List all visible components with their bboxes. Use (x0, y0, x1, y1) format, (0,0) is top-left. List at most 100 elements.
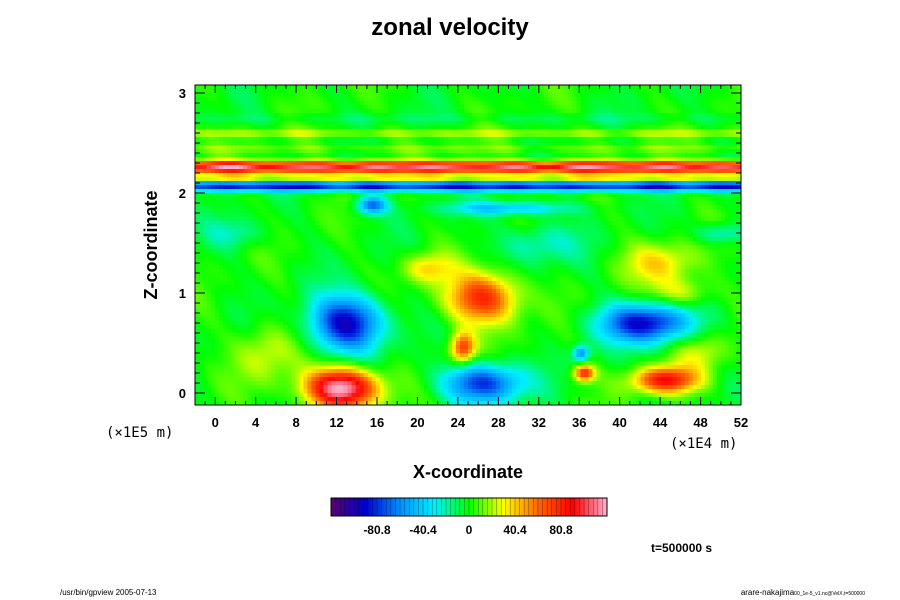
heatmap-cell (668, 201, 674, 206)
heatmap-cell (652, 225, 658, 230)
heatmap-cell (700, 125, 706, 130)
heatmap-cell (660, 93, 666, 98)
heatmap-cell (568, 189, 573, 194)
heatmap-cell (251, 189, 256, 194)
heatmap-cell (287, 153, 292, 158)
heatmap-cell (399, 173, 405, 178)
heatmap-cell (652, 109, 658, 114)
heatmap-cell (704, 177, 710, 182)
heatmap-cell (447, 105, 453, 110)
heatmap-cell (279, 141, 284, 146)
heatmap-cell (363, 125, 369, 130)
heatmap-cell (572, 165, 577, 170)
heatmap-cell (736, 149, 741, 154)
heatmap-cell (223, 137, 228, 142)
heatmap-cell (299, 189, 304, 194)
heatmap-cell (660, 85, 666, 90)
heatmap-cell (672, 89, 678, 94)
heatmap-cell (307, 121, 313, 126)
heatmap-cell (323, 133, 329, 138)
heatmap-cell (616, 109, 622, 114)
heatmap-cell (468, 201, 473, 206)
heatmap-cell (492, 221, 497, 226)
heatmap-cell (439, 145, 445, 150)
heatmap-cell (411, 149, 417, 154)
heatmap-cell (608, 85, 614, 90)
heatmap-cell (668, 205, 674, 210)
heatmap-cell (632, 145, 638, 150)
heatmap-cell (327, 113, 333, 118)
heatmap-cell (588, 97, 594, 102)
heatmap-cell (239, 89, 244, 94)
heatmap-cell (443, 169, 449, 174)
heatmap-cell (656, 125, 662, 130)
heatmap-cell (708, 133, 714, 138)
heatmap-cell (720, 205, 726, 210)
heatmap-cell (411, 153, 417, 158)
heatmap-cell (732, 177, 738, 182)
heatmap-cell (548, 109, 553, 114)
heatmap-cell (720, 137, 726, 142)
heatmap-cell (584, 101, 590, 106)
heatmap-cell (716, 213, 722, 218)
heatmap-cell (247, 125, 252, 130)
heatmap-cell (676, 105, 682, 110)
heatmap-cell (560, 145, 565, 150)
heatmap-cell (391, 141, 397, 146)
heatmap-cell (728, 117, 734, 122)
heatmap-cell (500, 201, 505, 206)
heatmap-cell (263, 165, 268, 170)
heatmap-cell (295, 121, 300, 126)
heatmap-cell (215, 177, 220, 182)
heatmap-cell (468, 93, 473, 98)
heatmap-cell (375, 101, 381, 106)
heatmap-cell (211, 117, 216, 122)
heatmap-cell (375, 153, 381, 158)
heatmap-cell (231, 213, 236, 218)
heatmap-cell (660, 109, 666, 114)
heatmap-cell (684, 193, 690, 198)
heatmap-cell (604, 93, 610, 98)
heatmap-cell (724, 169, 730, 174)
heatmap-cell (383, 93, 389, 98)
heatmap-cell (323, 229, 329, 234)
heatmap-cell (668, 173, 674, 178)
heatmap-cell (251, 229, 256, 234)
heatmap-cell (443, 117, 449, 122)
heatmap-cell (580, 141, 586, 146)
heatmap-cell (544, 189, 549, 194)
heatmap-cell (636, 85, 642, 90)
heatmap-cell (231, 93, 236, 98)
heatmap-cell (660, 225, 666, 230)
heatmap-cell (496, 225, 501, 230)
heatmap-cell (656, 157, 662, 162)
heatmap-cell (311, 137, 317, 142)
heatmap-cell (323, 125, 329, 130)
heatmap-cell (720, 101, 726, 106)
heatmap-cell (596, 213, 602, 218)
heatmap-cell (379, 121, 385, 126)
heatmap-cell (443, 229, 449, 234)
heatmap-cell (552, 197, 557, 202)
heatmap-cell (540, 105, 545, 110)
heatmap-cell (463, 137, 469, 142)
heatmap-cell (476, 197, 481, 202)
heatmap-cell (355, 125, 361, 130)
heatmap-cell (656, 173, 662, 178)
heatmap-cell (239, 129, 244, 134)
heatmap-cell (544, 165, 549, 170)
heatmap-cell (516, 189, 521, 194)
heatmap-cell (628, 213, 634, 218)
heatmap-cell (199, 193, 204, 198)
heatmap-cell (335, 209, 341, 214)
heatmap-cell (387, 221, 393, 226)
heatmap-cell (419, 157, 425, 162)
heatmap-cell (608, 161, 614, 166)
heatmap-cell (351, 189, 357, 194)
heatmap-cell (520, 125, 525, 130)
heatmap-cell (524, 217, 529, 222)
heatmap-cell (435, 189, 441, 194)
heatmap-cell (431, 113, 437, 118)
heatmap-cell (528, 173, 533, 178)
heatmap-cell (455, 109, 461, 114)
